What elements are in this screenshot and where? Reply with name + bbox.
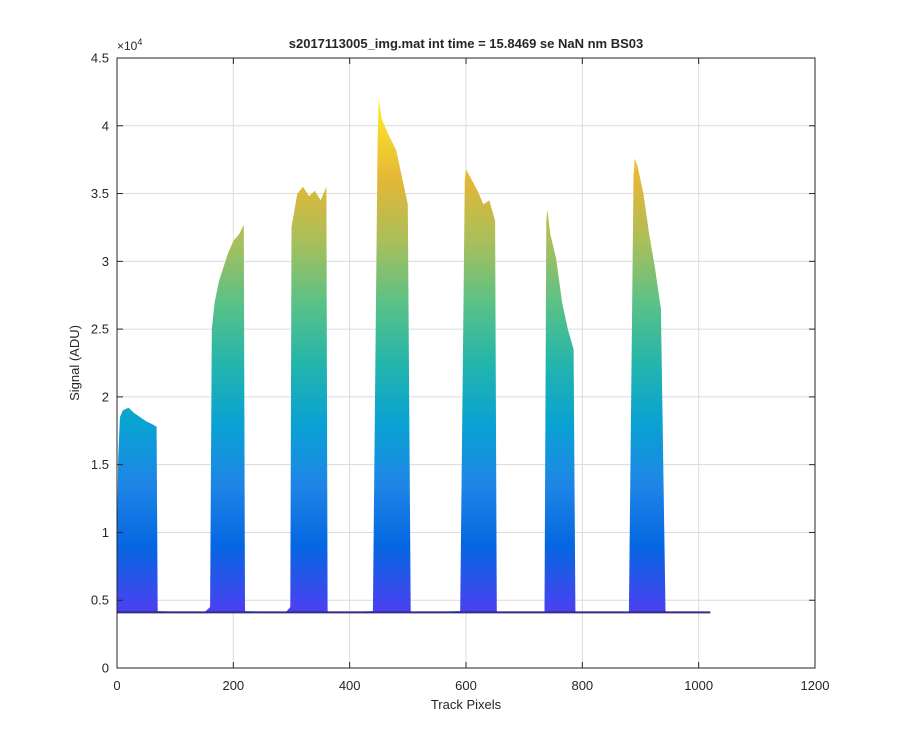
- y-exponent-label: ×104: [117, 37, 142, 53]
- series-layer: [117, 98, 711, 614]
- y-exponent-power: 4: [137, 37, 142, 47]
- y-tick-label: 3: [102, 254, 109, 269]
- chart-title: s2017113005_img.mat int time = 15.8469 s…: [289, 36, 643, 51]
- x-tick-label: 200: [222, 678, 244, 693]
- y-tick-label: 0: [102, 661, 109, 676]
- y-tick-label: 4: [102, 118, 109, 133]
- y-tick-label: 1: [102, 525, 109, 540]
- y-exponent-base: ×10: [117, 39, 138, 53]
- x-tick-label: 400: [339, 678, 361, 693]
- y-tick-label: 1.5: [91, 457, 109, 472]
- x-tick-label: 0: [113, 678, 120, 693]
- y-tick-label: 2.5: [91, 322, 109, 337]
- y-tick-label: 2: [102, 389, 109, 404]
- ticks: 0 200 400 600 800 1000 1200 0 0.5 1 1.5 2 2.5 3 3.5 4 4.…: [91, 51, 830, 694]
- x-tick-label: 1200: [801, 678, 830, 693]
- y-tick-label: 4.5: [91, 51, 109, 66]
- y-tick-label: 0.5: [91, 593, 109, 608]
- x-tick-label: 600: [455, 678, 477, 693]
- x-tick-label: 800: [571, 678, 593, 693]
- y-tick-label: 3.5: [91, 186, 109, 201]
- y-axis-label: Signal (ADU): [67, 325, 82, 401]
- x-axis-label: Track Pixels: [431, 697, 502, 712]
- x-tick-label: 1000: [684, 678, 713, 693]
- signal-area: [117, 98, 711, 613]
